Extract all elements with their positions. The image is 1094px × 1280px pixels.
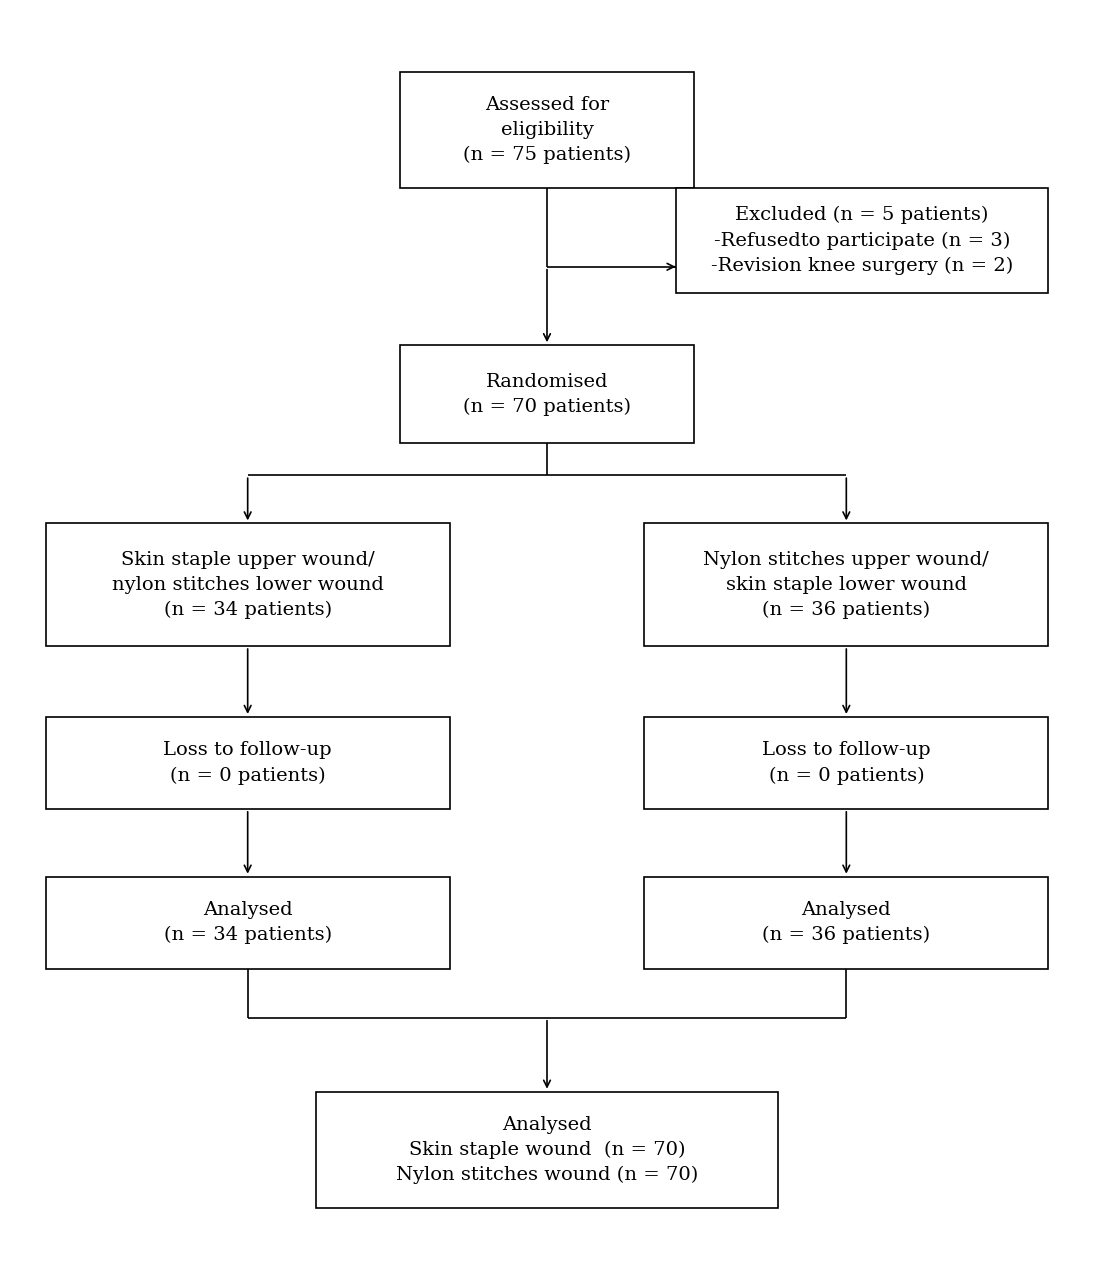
Text: Loss to follow-up
(n = 0 patients): Loss to follow-up (n = 0 patients) [163, 741, 331, 785]
Text: Analysed
(n = 34 patients): Analysed (n = 34 patients) [164, 901, 331, 945]
Text: Randomised
(n = 70 patients): Randomised (n = 70 patients) [463, 372, 631, 416]
Text: Excluded (n = 5 patients)
-Refusedto participate (n = 3)
-Revision knee surgery : Excluded (n = 5 patients) -Refusedto par… [711, 206, 1013, 275]
Text: Nylon stitches upper wound/
skin staple lower wound
(n = 36 patients): Nylon stitches upper wound/ skin staple … [703, 550, 989, 620]
FancyBboxPatch shape [46, 717, 450, 809]
FancyBboxPatch shape [46, 877, 450, 969]
FancyBboxPatch shape [400, 72, 694, 188]
Text: Skin staple upper wound/
nylon stitches lower wound
(n = 34 patients): Skin staple upper wound/ nylon stitches … [112, 550, 384, 620]
FancyBboxPatch shape [644, 717, 1048, 809]
FancyBboxPatch shape [400, 346, 694, 443]
FancyBboxPatch shape [644, 524, 1048, 646]
FancyBboxPatch shape [644, 877, 1048, 969]
FancyBboxPatch shape [676, 188, 1048, 293]
FancyBboxPatch shape [316, 1092, 778, 1208]
Text: Loss to follow-up
(n = 0 patients): Loss to follow-up (n = 0 patients) [763, 741, 931, 785]
Text: Analysed
(n = 36 patients): Analysed (n = 36 patients) [763, 901, 930, 945]
Text: Assessed for
eligibility
(n = 75 patients): Assessed for eligibility (n = 75 patient… [463, 96, 631, 164]
Text: Analysed
Skin staple wound  (n = 70)
Nylon stitches wound (n = 70): Analysed Skin staple wound (n = 70) Nylo… [396, 1116, 698, 1184]
FancyBboxPatch shape [46, 524, 450, 646]
